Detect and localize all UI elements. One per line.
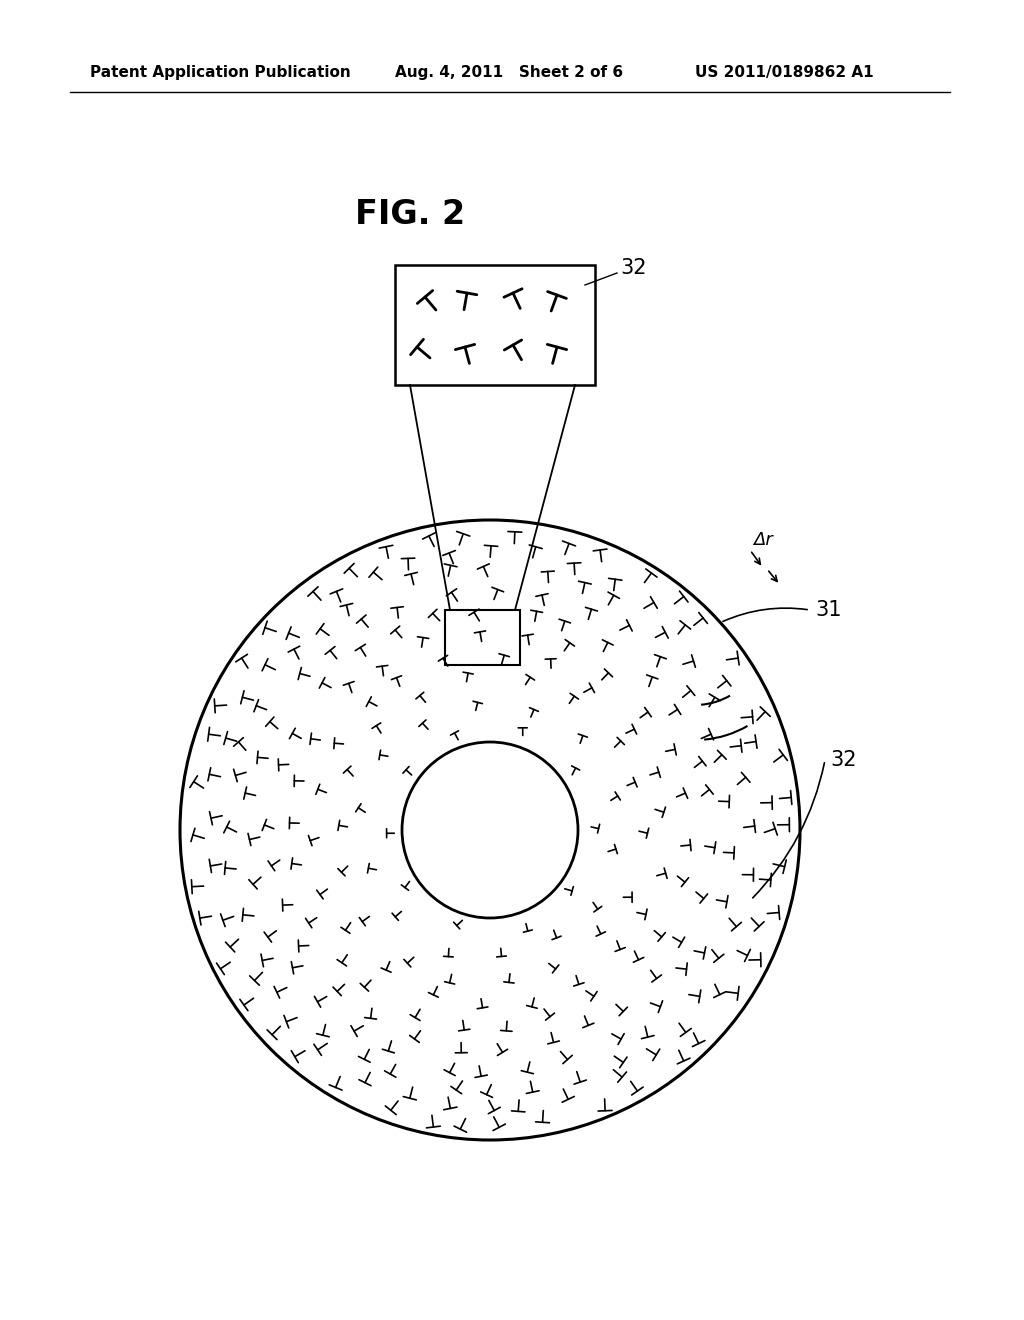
Bar [395,265,595,385]
Text: Aug. 4, 2011   Sheet 2 of 6: Aug. 4, 2011 Sheet 2 of 6 [395,65,624,79]
Bar [445,610,520,665]
Text: Δr: Δr [753,531,773,549]
Text: FIG. 2: FIG. 2 [355,198,465,231]
Text: US 2011/0189862 A1: US 2011/0189862 A1 [695,65,873,79]
Text: 32: 32 [620,257,646,279]
Text: 31: 31 [815,601,842,620]
Circle shape [402,742,578,917]
Text: Patent Application Publication: Patent Application Publication [90,65,351,79]
Text: 32: 32 [830,750,856,770]
